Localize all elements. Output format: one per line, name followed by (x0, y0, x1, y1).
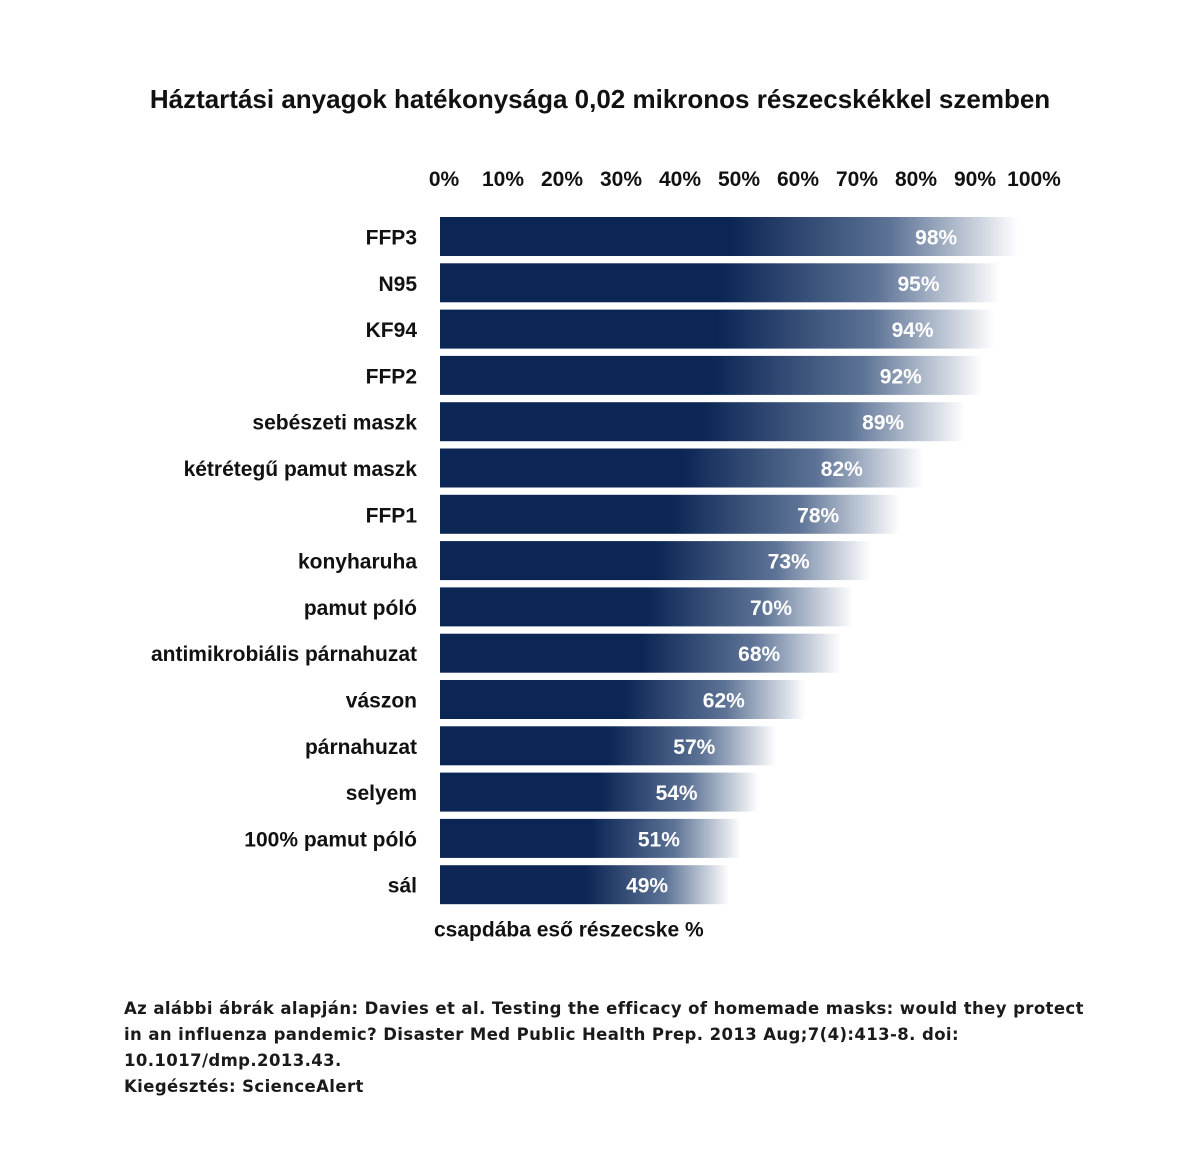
bar (440, 541, 871, 581)
bar-value-label: 95% (897, 273, 939, 296)
bar (440, 494, 901, 534)
bar (440, 309, 995, 349)
bar-value-label: 62% (703, 690, 745, 713)
x-tick-label: 50% (718, 168, 760, 191)
bars: 98% FFP3 95% N95 94% KF94 92% FFP2 89% sebészeti … (151, 217, 1019, 905)
category-label: sebészeti maszk (252, 412, 417, 435)
bar-value-label: 92% (880, 365, 922, 388)
category-label: 100% pamut póló (244, 828, 417, 851)
bar-value-label: 89% (862, 412, 904, 435)
bar (440, 680, 806, 719)
x-tick-label: 80% (895, 168, 937, 191)
category-label: selyem (346, 782, 417, 805)
bar (440, 402, 966, 442)
category-label: N95 (378, 273, 417, 296)
x-tick-label: 10% (482, 168, 524, 191)
bar (440, 587, 853, 627)
category-label: FFP3 (366, 227, 417, 250)
x-tick-label: 0% (429, 168, 460, 191)
bar (440, 217, 1019, 256)
x-axis-ticks: 0% 10% 20% 30% 40% 50% 60% 70% 80% 90% 100% (429, 168, 1061, 191)
category-label: sál (388, 875, 417, 898)
bar-value-label: 51% (638, 828, 680, 851)
bar-value-label: 73% (768, 551, 810, 574)
bar-value-label: 57% (673, 736, 715, 759)
bar-value-label: 68% (738, 643, 780, 666)
bar-value-label: 82% (821, 458, 863, 481)
bar-value-label: 70% (750, 597, 792, 620)
x-tick-label: 40% (659, 168, 701, 191)
category-label: FFP1 (366, 504, 418, 527)
bar (440, 633, 842, 673)
x-tick-label: 100% (1007, 168, 1061, 191)
source-citation: Az alábbi ábrák alapján: Davies et al. T… (124, 999, 1084, 1070)
bar-value-label: 98% (915, 227, 957, 250)
bar-value-label: 54% (656, 782, 698, 805)
bar (440, 865, 730, 905)
bar-value-label: 94% (892, 319, 934, 342)
x-tick-label: 70% (836, 168, 878, 191)
bar (440, 818, 741, 858)
bar (440, 726, 777, 766)
chart-plot: 0% 10% 20% 30% 40% 50% 60% 70% 80% 90% 100% 98% FFP3… (151, 168, 1061, 942)
category-label: kétrétegű pamut maszk (184, 458, 418, 481)
x-tick-label: 20% (541, 168, 583, 191)
bar (440, 448, 924, 488)
category-label: pamut póló (304, 597, 417, 620)
bar-value-label: 78% (797, 504, 839, 527)
category-label: párnahuzat (305, 736, 417, 759)
category-label: FFP2 (366, 365, 417, 388)
x-tick-label: 60% (777, 168, 819, 191)
source-note: Az alábbi ábrák alapján: Davies et al. T… (124, 996, 1084, 1100)
x-axis-title: csapdába eső részecske % (434, 919, 704, 942)
category-label: konyharuha (298, 551, 417, 574)
x-tick-label: 30% (600, 168, 642, 191)
category-label: antimikrobiális párnahuzat (151, 643, 417, 666)
chart-title: Háztartási anyagok hatékonysága 0,02 mik… (149, 84, 1051, 114)
category-label: KF94 (366, 319, 418, 342)
x-tick-label: 90% (954, 168, 996, 191)
bar (440, 772, 759, 812)
bar (440, 355, 983, 395)
source-supplement: Kiegésztés: ScienceAlert (124, 1077, 364, 1096)
bar (440, 263, 1001, 303)
category-label: vászon (346, 690, 417, 713)
bar-value-label: 49% (626, 875, 668, 898)
